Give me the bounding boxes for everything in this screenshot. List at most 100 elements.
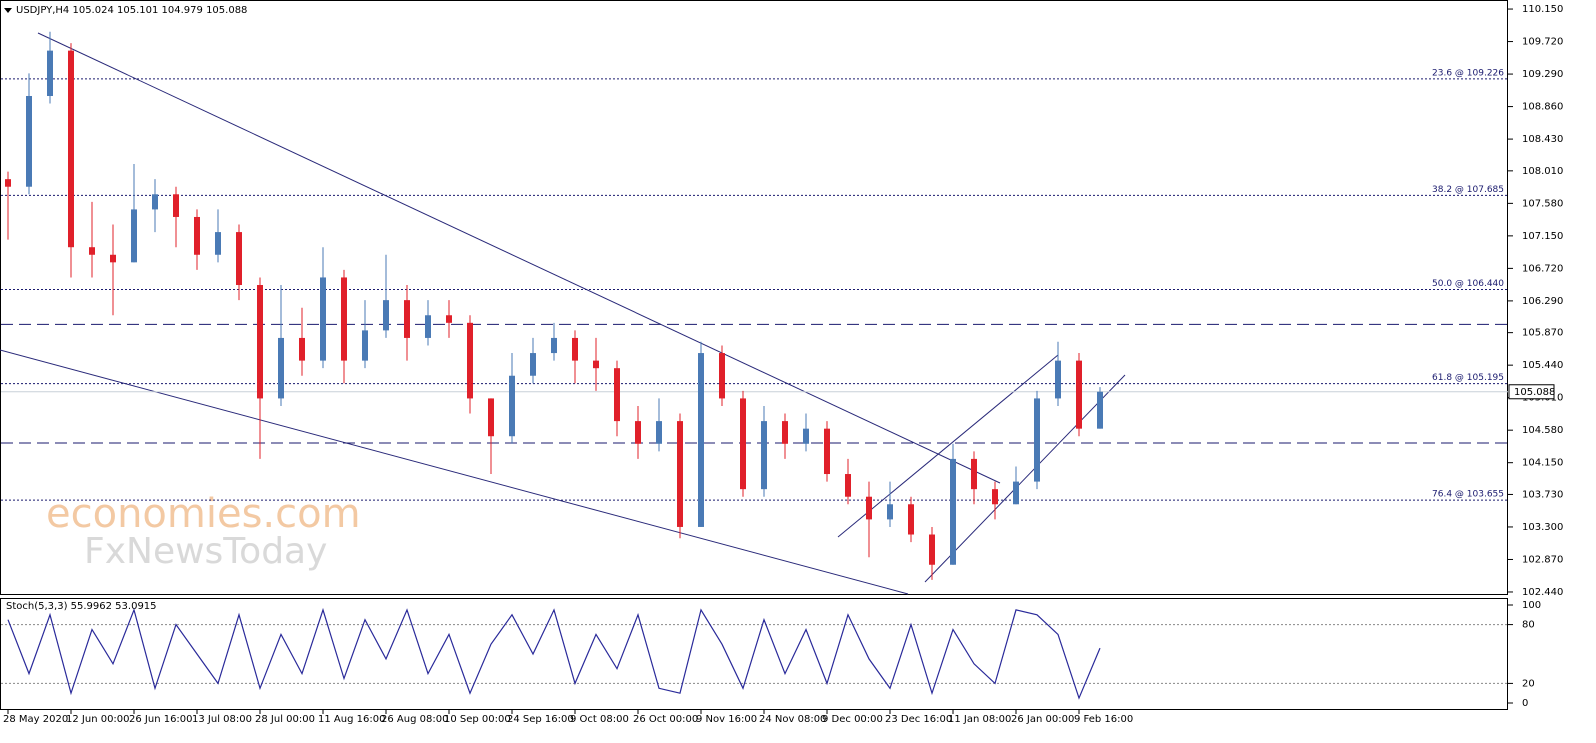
candle-body (677, 421, 683, 527)
candle-body (908, 504, 914, 535)
fib-label: 61.8 @ 105.195 (1432, 373, 1504, 383)
candle-body (194, 216, 200, 255)
y-tick-label: 110.150 (1522, 4, 1563, 15)
candle-body (782, 421, 788, 444)
y-tick-label: 103.300 (1522, 522, 1563, 533)
candle-body (257, 285, 263, 399)
x-tick-label: 9 Dec 00:00 (822, 714, 883, 725)
x-tick-label: 13 Jul 08:00 (192, 714, 252, 725)
x-tick-label: 28 May 2020 (3, 714, 68, 725)
candle-body (383, 300, 389, 331)
x-tick-label: 9 Nov 16:00 (696, 714, 757, 725)
x-tick-label: 9 Feb 16:00 (1074, 714, 1133, 725)
y-tick-label: 109.720 (1522, 37, 1563, 48)
candle-body (614, 368, 620, 422)
y-tick-label: 80 (1522, 620, 1535, 631)
candle-body (488, 398, 494, 437)
candle-body (341, 277, 347, 361)
candle-body (572, 337, 578, 361)
y-tick-label: 104.150 (1522, 458, 1563, 469)
candle-body (1013, 481, 1019, 505)
fib-label: 76.4 @ 103.655 (1432, 490, 1504, 500)
candle-body (278, 337, 284, 399)
candle-body (740, 398, 746, 490)
candle-body (1097, 391, 1103, 429)
candle-body (551, 337, 557, 354)
candle-body (866, 496, 872, 520)
y-tick-label: 20 (1522, 678, 1535, 689)
y-tick-label: 108.860 (1522, 102, 1563, 113)
trendline (837, 354, 1059, 538)
candle-body (1034, 398, 1040, 482)
watermark-brand: economies.com (46, 491, 361, 537)
candle-body (467, 322, 473, 399)
x-tick-label: 23 Dec 16:00 (885, 714, 952, 725)
watermark-partner: FxNewsToday (84, 531, 327, 572)
y-tick-label: 106.290 (1522, 296, 1563, 307)
candle-body (110, 254, 116, 263)
trendline (37, 32, 1001, 484)
candle-body (845, 474, 851, 497)
y-tick-label: 105.870 (1522, 328, 1563, 339)
last-price-box (1508, 384, 1555, 400)
y-tick-label: 100 (1522, 600, 1541, 611)
trendline (0, 349, 909, 595)
candle-body (509, 375, 515, 437)
candle-body (824, 428, 830, 475)
candle-body (5, 179, 11, 187)
y-tick-label: 106.720 (1522, 263, 1563, 274)
candle-body (47, 50, 53, 96)
y-tick-label: 108.010 (1522, 166, 1563, 177)
candle-body (698, 353, 704, 527)
candle-body (656, 421, 662, 444)
chart-title: USDJPY,H4 105.024 105.101 104.979 105.08… (16, 5, 247, 16)
y-tick-label: 102.440 (1522, 587, 1563, 598)
candle-body (152, 194, 158, 210)
y-tick-label: 107.150 (1522, 231, 1563, 242)
candle-body (929, 534, 935, 565)
candle-body (362, 330, 368, 361)
candle-body (950, 458, 956, 565)
y-tick-label: 109.290 (1522, 69, 1563, 80)
candle-body (404, 300, 410, 338)
candle-body (299, 337, 305, 361)
y-tick-label: 107.580 (1522, 198, 1563, 209)
x-tick-label: 26 Jan 00:00 (1011, 714, 1074, 725)
fib-label: 50.0 @ 106.440 (1432, 279, 1504, 289)
candle-body (1055, 360, 1061, 399)
y-tick-label: 103.730 (1522, 489, 1563, 500)
last-price-label: 105.088 (1514, 387, 1555, 398)
x-tick-label: 11 Jan 08:00 (948, 714, 1011, 725)
y-tick-label: 105.440 (1522, 360, 1563, 371)
y-tick-label: 108.430 (1522, 134, 1563, 145)
x-tick-label: 26 Jun 16:00 (129, 714, 193, 725)
menu-triangle (4, 8, 12, 13)
candle-body (635, 421, 641, 444)
candle-body (887, 504, 893, 520)
candle-body (236, 232, 242, 286)
x-tick-label: 24 Sep 16:00 (507, 714, 574, 725)
x-tick-label: 26 Oct 00:00 (633, 714, 698, 725)
candle-body (1076, 360, 1082, 429)
candle-body (992, 489, 998, 505)
x-tick-label: 11 Aug 16:00 (318, 714, 385, 725)
x-tick-label: 24 Nov 08:00 (759, 714, 826, 725)
candle-body (446, 315, 452, 323)
candle-body (971, 458, 977, 490)
fib-label: 23.6 @ 109.226 (1432, 68, 1504, 78)
stoch-title: Stoch(5,3,3) 55.9962 53.0915 (6, 601, 157, 612)
trendline (924, 374, 1126, 583)
candle-body (173, 194, 179, 217)
candle-body (803, 428, 809, 444)
y-tick-label: 104.580 (1522, 425, 1563, 436)
stoch-panel-frame (0, 598, 1508, 710)
price-panel-frame (0, 0, 1508, 595)
x-tick-label: 10 Sep 00:00 (444, 714, 511, 725)
y-tick-label: 102.870 (1522, 554, 1563, 565)
candle-body (68, 50, 74, 248)
candle-body (425, 315, 431, 338)
candle-body (320, 277, 326, 361)
x-tick-label: 12 Jun 00:00 (66, 714, 130, 725)
